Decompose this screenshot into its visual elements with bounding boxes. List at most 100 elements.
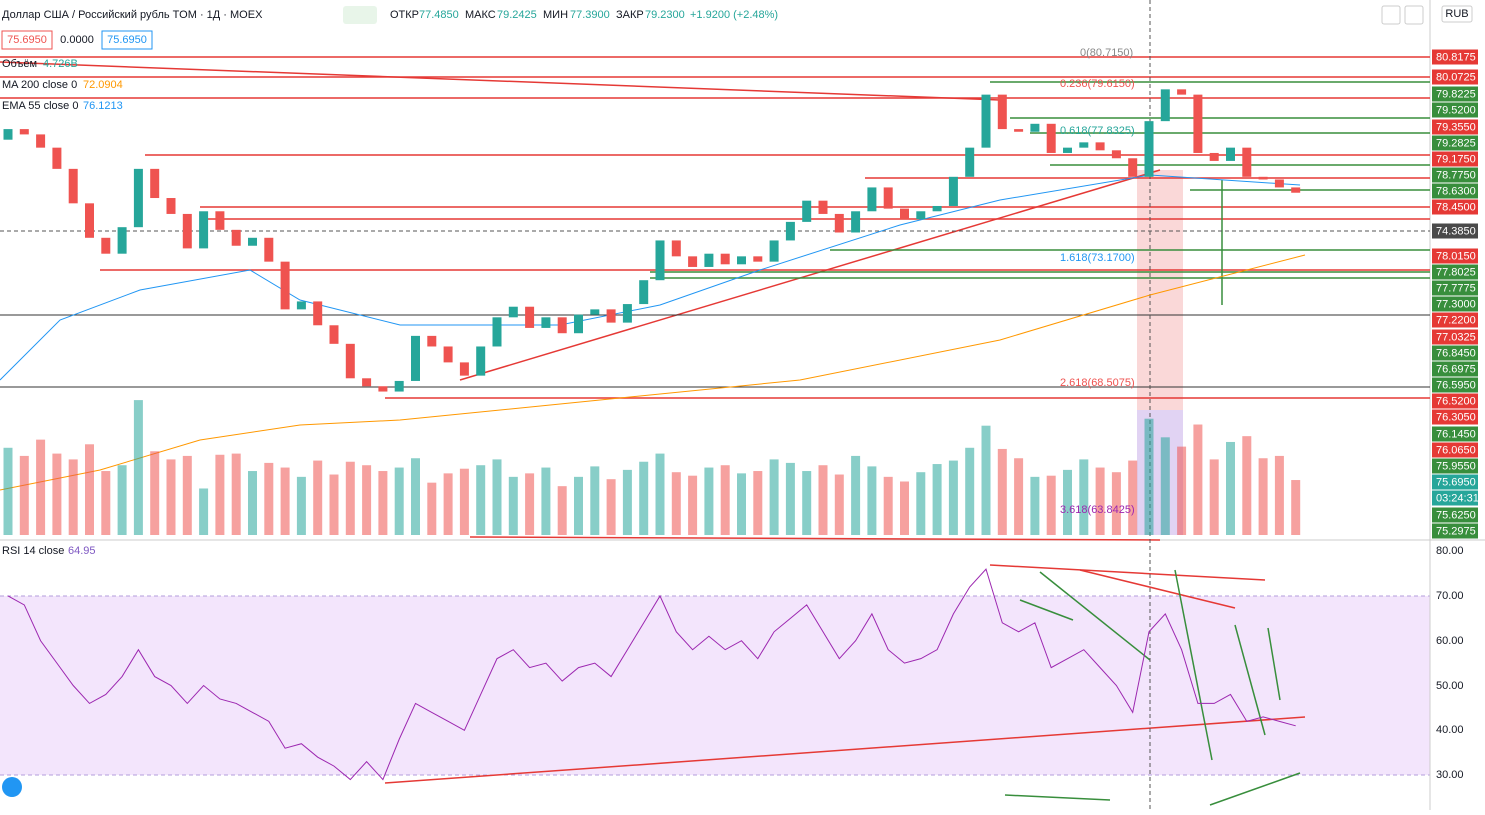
volume-bar [671,472,681,535]
price-label-box [1432,458,1478,474]
candle-body [378,386,388,392]
price-label-box [1432,523,1478,539]
candle-body [704,253,714,267]
price-label-box [1432,49,1478,65]
volume-bar [199,488,209,535]
candle-body [753,256,763,262]
volume-bar [1095,467,1105,535]
status-badge[interactable] [343,6,377,24]
price-label: 79.2825 [1436,137,1476,149]
candle-body [52,147,62,169]
price-label-box [1432,86,1478,102]
volume-bar [900,481,909,535]
volume-bar [1128,460,1138,535]
order-value: 75.6950 [107,34,147,46]
volume-bar [19,455,29,535]
price-label-box [1432,264,1478,280]
candle-body [1095,142,1105,151]
price-label-box [1432,135,1478,151]
fib-label: 0(80.7150) [1080,47,1133,59]
candle-body [1046,123,1056,153]
candle-body [329,325,339,344]
volume-bar [166,459,176,535]
price-label-box [1432,442,1478,458]
volume-bar [753,471,763,535]
volume-bar [737,473,746,535]
volume-bar [883,476,893,535]
volume-bar [101,471,111,535]
volume-bar [867,466,877,535]
candle-body [345,343,355,379]
candle-body [834,213,844,233]
volume-bar [264,462,274,535]
price-label: 79.5200 [1436,104,1476,116]
volume-bar [802,471,812,535]
button-down[interactable] [1381,5,1401,25]
volume-bar [1046,475,1056,535]
legend-value: 72.0904 [83,79,123,91]
price-label: 77.2200 [1436,314,1476,326]
candle-body [1014,129,1024,132]
volume-bar [1030,476,1040,535]
price-label: 79.3550 [1436,121,1476,133]
ohlc-label: ЗАКР [616,9,644,21]
volume-bar [916,472,926,535]
order-box[interactable] [101,30,153,50]
candle-body [362,378,372,387]
price-label-box [1432,377,1478,393]
price-label-box [1432,474,1478,490]
volume-bar [1291,480,1301,535]
price-label-box [1432,119,1478,135]
volume-bar [68,459,78,535]
fib-label: 2.618(68.5075) [1060,377,1135,389]
price-label-box [1432,167,1478,183]
volume-bar [655,453,665,535]
candle-body [525,306,535,328]
volume-bar [1014,458,1024,535]
candle-body [688,256,698,267]
candle-body [101,237,111,254]
price-label-box [1432,426,1478,442]
ohlc-label: МИН [543,9,568,21]
price-label: 75.2975 [1436,525,1476,537]
candle-body [1274,179,1284,188]
candle-body [459,362,469,376]
volume-bar [1111,472,1121,535]
rsi-tick-label: 40.00 [1436,724,1464,736]
change: +1.9200 (+2.48%) [690,9,778,21]
candle-body [737,256,746,265]
candle-body [3,129,13,140]
volume-bar [574,476,583,535]
volume-bar [85,444,94,535]
price-label: 76.0650 [1436,444,1476,456]
price-label-box [1432,183,1478,199]
candle-body [1258,176,1268,180]
volume-bar [1144,418,1154,535]
candle-body [883,187,893,209]
highlight-zone [1137,410,1183,535]
price-label-box [1432,507,1478,523]
candle-body [867,187,877,212]
logo[interactable] [2,777,22,797]
rsi-tick-label: 50.00 [1436,680,1464,692]
price-label: 76.8450 [1436,347,1476,359]
candle-body [981,94,991,148]
candle-body [508,306,518,318]
currency-box [1441,5,1473,23]
price-label: 75.6250 [1436,509,1476,521]
order-box[interactable] [1,30,53,50]
candle-body [1193,94,1203,153]
hlines-red [0,56,1430,784]
candle-body [900,208,909,220]
volume-bar [3,447,13,535]
price-label-box [1432,69,1478,85]
volume-bar [981,425,991,535]
candle-body [541,317,551,328]
candle-body [215,211,225,230]
candle-body [133,168,143,228]
button-fullscreen[interactable] [1404,5,1424,25]
legend-value: 76.1213 [83,100,123,112]
price-label: 75.6950 [1436,476,1476,488]
ohlc-value: 77.3900 [570,9,610,21]
price-label: 80.8175 [1436,51,1476,63]
